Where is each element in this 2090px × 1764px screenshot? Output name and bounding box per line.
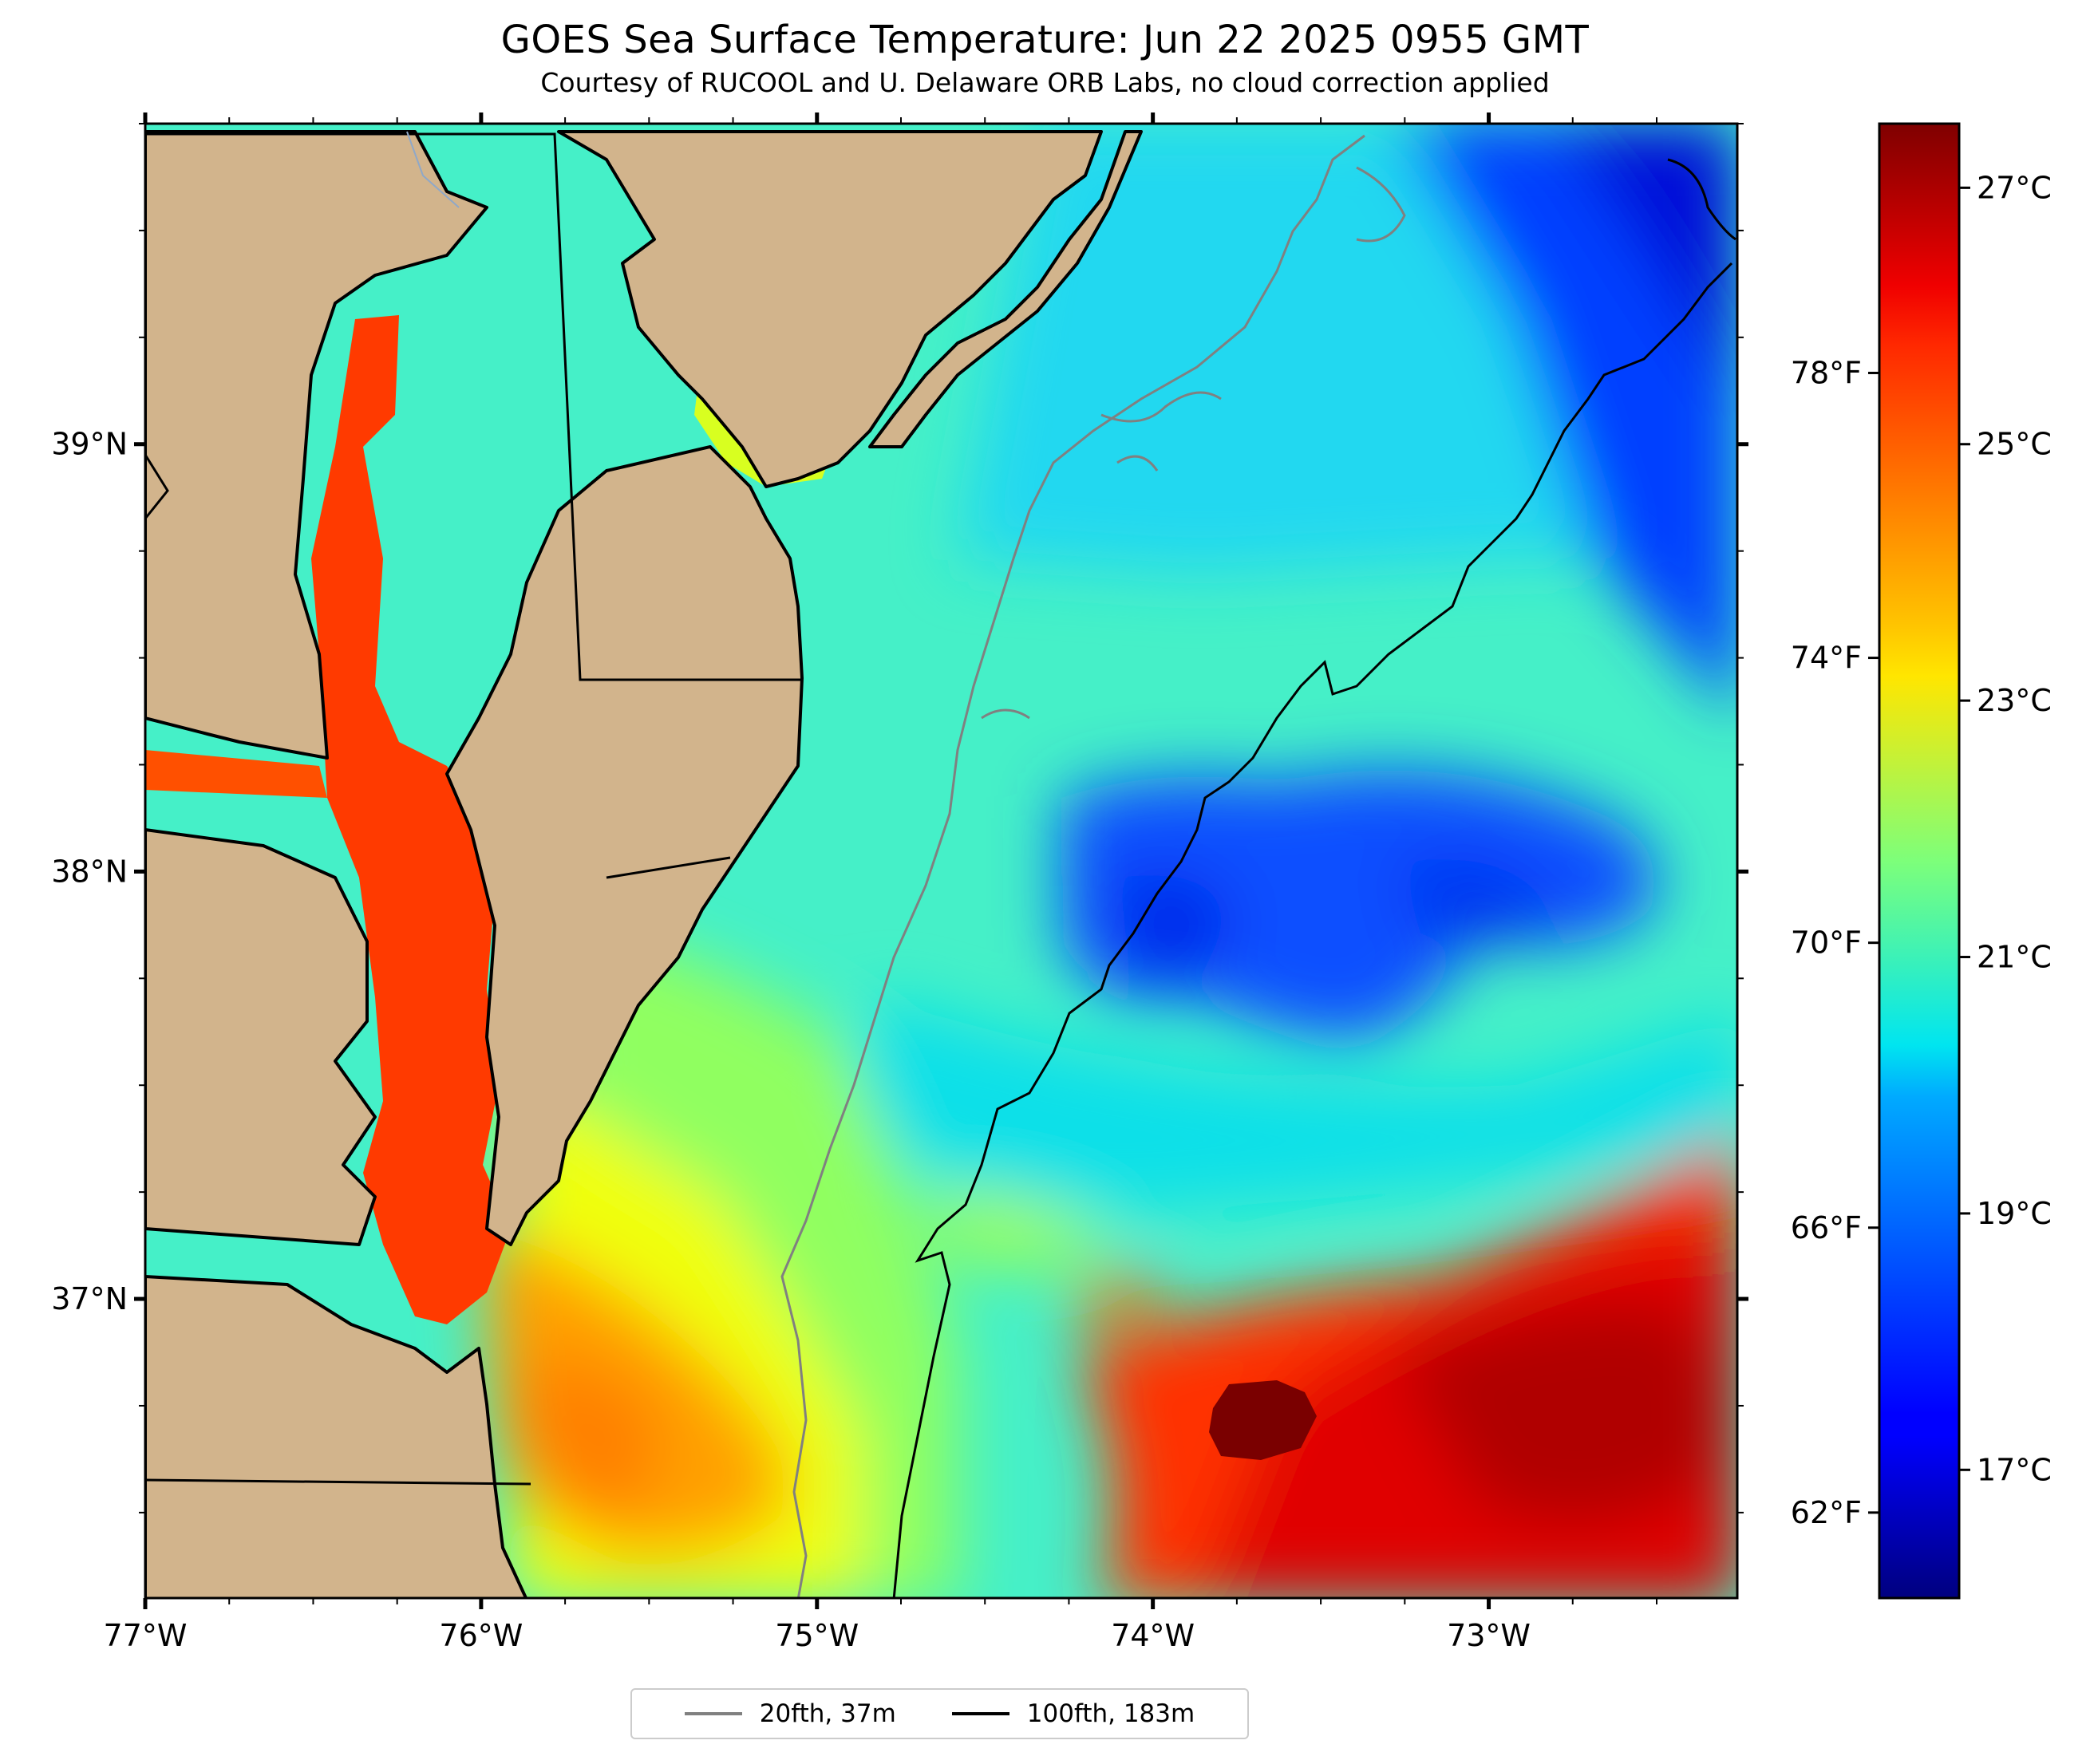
colorbar-tick-label: 19°C xyxy=(1977,1196,2052,1231)
fahrenheit-tick-label: 78°F xyxy=(1791,355,1862,390)
y-axis: 39°N 38°N 37°N xyxy=(51,123,1748,1513)
x-tick-label: 75°W xyxy=(775,1618,859,1653)
isobaths xyxy=(780,134,1736,1598)
y-tick-label: 37°N xyxy=(51,1281,128,1316)
isobath-20fth xyxy=(780,134,1365,1598)
colorbar-tick-label: 27°C xyxy=(1977,170,2052,205)
y-tick-label: 38°N xyxy=(51,854,128,889)
x-tick-label: 77°W xyxy=(104,1618,188,1653)
x-tick-label: 74°W xyxy=(1111,1618,1195,1653)
colorbar-tick-label: 25°C xyxy=(1977,427,2052,462)
sst-field xyxy=(145,124,1737,1598)
chesapeake-bay-water xyxy=(311,315,511,1324)
warm-eddy-core xyxy=(1209,1380,1317,1460)
isobath-100fth xyxy=(892,262,1733,1598)
land xyxy=(145,130,1143,1598)
fahrenheit-tick-label: 70°F xyxy=(1791,925,1862,961)
fahrenheit-tick-label: 62°F xyxy=(1791,1495,1862,1530)
legend-item-100fth: 100fth, 183m xyxy=(951,1699,1195,1728)
map-frame xyxy=(144,122,1739,1600)
legend-label-20fth: 20fth, 37m xyxy=(759,1699,896,1728)
fahrenheit-axis: 78°F 74°F 70°F 66°F 62°F xyxy=(1791,355,1879,1530)
legend-line-100fth xyxy=(951,1712,1009,1715)
fahrenheit-tick-label: 66°F xyxy=(1791,1210,1862,1245)
colorbar-axis: 27°C 25°C 23°C 21°C 19°C 17°C xyxy=(1959,170,2052,1487)
legend-line-20fth xyxy=(684,1712,742,1715)
map-title: GOES Sea Surface Temperature: Jun 22 202… xyxy=(500,18,1590,62)
map-subtitle: Courtesy of RUCOOL and U. Delaware ORB L… xyxy=(540,67,1550,98)
y-tick-label: 39°N xyxy=(51,427,128,462)
colorbar-tick-label: 21°C xyxy=(1977,940,2052,975)
legend-label-100fth: 100fth, 183m xyxy=(1026,1699,1195,1728)
colorbar-tick-label: 23°C xyxy=(1977,683,2052,718)
x-axis: 77°W 76°W 75°W 74°W 73°W xyxy=(104,112,1657,1653)
isobath-legend: 20fth, 37m 100fth, 183m xyxy=(630,1688,1249,1739)
state-borders xyxy=(145,131,802,1486)
colorbar-tick-label: 17°C xyxy=(1977,1452,2052,1487)
x-tick-label: 73°W xyxy=(1447,1618,1531,1653)
legend-item-20fth: 20fth, 37m xyxy=(684,1699,896,1728)
x-tick-label: 76°W xyxy=(439,1618,523,1653)
colorbar xyxy=(1878,122,1961,1600)
fahrenheit-tick-label: 74°F xyxy=(1791,641,1862,676)
